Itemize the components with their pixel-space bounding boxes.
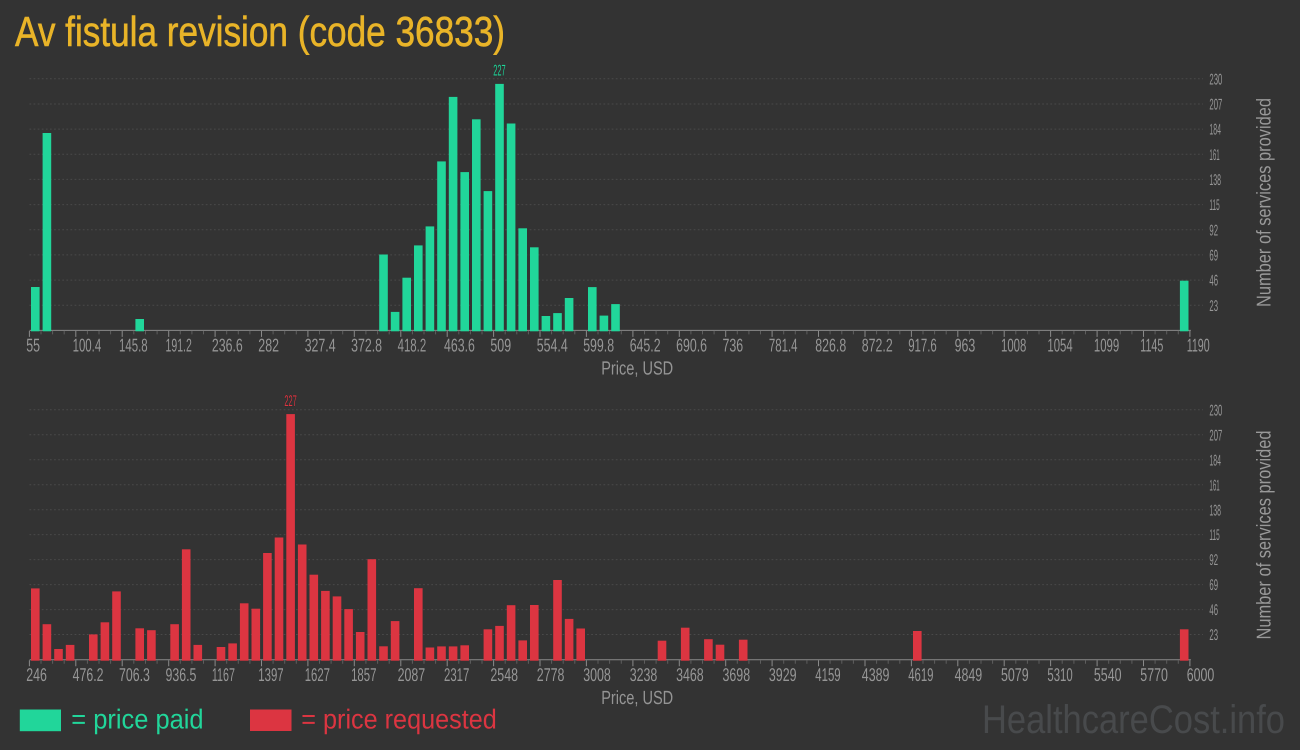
svg-text:184: 184: [1209, 452, 1221, 469]
svg-text:1145: 1145: [1140, 335, 1163, 356]
svg-text:2087: 2087: [398, 664, 426, 685]
svg-text:4159: 4159: [815, 664, 840, 685]
svg-text:282: 282: [258, 335, 279, 356]
svg-text:1167: 1167: [212, 664, 235, 685]
svg-text:= price paid: = price paid: [71, 703, 203, 734]
svg-text:3008: 3008: [583, 664, 611, 685]
svg-text:509: 509: [490, 335, 511, 356]
svg-text:4619: 4619: [908, 664, 933, 685]
svg-text:645.2: 645.2: [630, 335, 661, 356]
svg-text:476.2: 476.2: [73, 664, 104, 685]
svg-text:5540: 5540: [1094, 664, 1122, 685]
svg-text:230: 230: [1209, 71, 1222, 88]
svg-text:Number of services provided: Number of services provided: [1253, 98, 1275, 307]
svg-text:Av fistula revision (code 3683: Av fistula revision (code 36833): [15, 8, 505, 55]
svg-text:138: 138: [1209, 172, 1221, 189]
svg-text:236.6: 236.6: [212, 335, 243, 356]
svg-text:46: 46: [1209, 273, 1218, 290]
svg-text:138: 138: [1209, 502, 1221, 519]
svg-text:100.4: 100.4: [73, 335, 102, 356]
svg-text:92: 92: [1209, 222, 1218, 239]
svg-text:207: 207: [1209, 427, 1222, 444]
svg-text:463.6: 463.6: [444, 335, 475, 356]
svg-text:4389: 4389: [862, 664, 890, 685]
svg-text:781.4: 781.4: [769, 335, 798, 356]
svg-text:161: 161: [1209, 147, 1219, 164]
svg-text:= price requested: = price requested: [301, 703, 497, 734]
svg-text:2778: 2778: [537, 664, 565, 685]
svg-text:2548: 2548: [490, 664, 518, 685]
svg-text:227: 227: [493, 63, 505, 80]
svg-text:736: 736: [723, 335, 744, 356]
svg-text:4849: 4849: [955, 664, 983, 685]
svg-text:69: 69: [1209, 577, 1218, 594]
svg-text:3238: 3238: [630, 664, 658, 685]
svg-text:1099: 1099: [1094, 335, 1119, 356]
svg-text:92: 92: [1209, 552, 1218, 569]
svg-text:3698: 3698: [723, 664, 751, 685]
svg-text:1008: 1008: [1001, 335, 1026, 356]
svg-text:246: 246: [26, 664, 47, 685]
svg-text:599.8: 599.8: [583, 335, 614, 356]
svg-text:872.2: 872.2: [862, 335, 893, 356]
svg-text:23: 23: [1209, 627, 1218, 644]
svg-text:69: 69: [1209, 248, 1218, 265]
svg-text:184: 184: [1209, 122, 1221, 139]
svg-text:1857: 1857: [351, 664, 376, 685]
svg-text:917.6: 917.6: [908, 335, 937, 356]
svg-text:23: 23: [1209, 298, 1218, 315]
svg-text:1627: 1627: [305, 664, 330, 685]
svg-text:1190: 1190: [1187, 335, 1210, 356]
svg-text:826.8: 826.8: [815, 335, 846, 356]
svg-text:115: 115: [1209, 527, 1219, 544]
svg-text:3468: 3468: [676, 664, 704, 685]
svg-text:418.2: 418.2: [398, 335, 427, 356]
svg-text:HealthcareCost.info: HealthcareCost.info: [982, 698, 1285, 742]
svg-text:5770: 5770: [1140, 664, 1168, 685]
svg-text:230: 230: [1209, 402, 1222, 419]
svg-text:5079: 5079: [1001, 664, 1029, 685]
svg-text:145.8: 145.8: [119, 335, 148, 356]
svg-text:1054: 1054: [1047, 335, 1072, 356]
svg-text:690.6: 690.6: [676, 335, 707, 356]
svg-text:Number of services provided: Number of services provided: [1253, 431, 1275, 640]
svg-text:327.4: 327.4: [305, 335, 336, 356]
svg-text:207: 207: [1209, 97, 1222, 114]
svg-text:3929: 3929: [769, 664, 797, 685]
svg-text:227: 227: [284, 393, 296, 410]
svg-text:161: 161: [1209, 477, 1219, 494]
svg-text:963: 963: [955, 335, 976, 356]
svg-text:5310: 5310: [1047, 664, 1072, 685]
svg-text:706.3: 706.3: [119, 664, 150, 685]
svg-text:115: 115: [1209, 197, 1219, 214]
svg-text:46: 46: [1209, 602, 1218, 619]
svg-text:6000: 6000: [1187, 664, 1215, 685]
svg-text:2317: 2317: [444, 664, 469, 685]
svg-text:55: 55: [26, 335, 40, 356]
svg-text:1397: 1397: [258, 664, 283, 685]
svg-text:191.2: 191.2: [166, 335, 192, 356]
svg-text:372.8: 372.8: [351, 335, 382, 356]
svg-text:554.4: 554.4: [537, 335, 568, 356]
svg-text:Price, USD: Price, USD: [601, 688, 673, 709]
svg-text:936.5: 936.5: [166, 664, 197, 685]
svg-text:Price, USD: Price, USD: [601, 359, 673, 380]
